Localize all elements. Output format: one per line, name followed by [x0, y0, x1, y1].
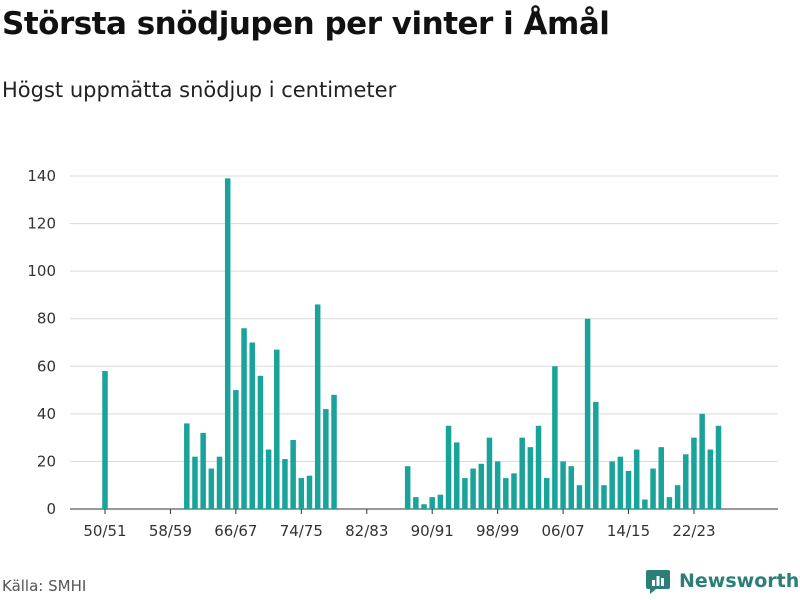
x-tick-label: 22/23	[672, 522, 715, 540]
bar	[601, 485, 607, 509]
bar	[290, 440, 296, 509]
bar	[429, 497, 435, 509]
bar	[584, 318, 591, 509]
bar	[658, 447, 664, 509]
bar	[519, 437, 525, 509]
y-tick-label: 20	[37, 452, 56, 470]
bar	[625, 470, 632, 509]
bar	[453, 442, 460, 509]
bar	[478, 463, 485, 509]
bar	[650, 468, 656, 509]
bar	[511, 473, 517, 509]
bar	[249, 342, 255, 509]
bar	[192, 456, 198, 509]
bar	[699, 413, 705, 509]
bar	[609, 461, 615, 509]
bar	[715, 425, 722, 509]
bars	[102, 178, 722, 509]
bar	[274, 349, 280, 509]
y-tick-label: 100	[27, 262, 56, 280]
bar	[617, 456, 624, 509]
bar	[593, 401, 599, 509]
bar	[421, 504, 427, 509]
bar	[470, 468, 476, 509]
x-tick-label: 06/07	[541, 522, 584, 540]
bar	[314, 304, 321, 509]
bar	[404, 466, 411, 509]
y-axis-labels: 0 20 40 60 80 100 120 140	[27, 167, 56, 518]
newsworthy-logo[interactable]: Newsworthy	[645, 568, 800, 594]
bar	[257, 375, 264, 509]
bar	[666, 497, 673, 509]
bar	[568, 466, 575, 509]
x-tick-label: 58/59	[149, 522, 192, 540]
y-tick-label: 40	[37, 405, 56, 423]
x-tick-label: 98/99	[476, 522, 519, 540]
bar	[552, 366, 558, 509]
bar	[486, 437, 493, 509]
bar	[445, 425, 452, 509]
bar	[707, 449, 714, 509]
bar	[102, 371, 108, 509]
x-axis-labels: 50/51 58/59 66/67 74/75 82/83 90/91 98/99 06/07…	[83, 509, 716, 540]
bar	[323, 409, 329, 509]
bar	[437, 494, 444, 509]
y-tick-label: 0	[46, 500, 56, 518]
bar	[265, 449, 272, 509]
chart-subtitle: Högst uppmätta snödjup i centimeter	[2, 78, 397, 102]
bar	[306, 475, 313, 509]
bar	[233, 390, 239, 509]
bar	[560, 461, 566, 509]
bar	[184, 423, 190, 509]
x-tick-label: 90/91	[411, 522, 454, 540]
bar	[241, 328, 247, 509]
gridlines	[70, 175, 778, 510]
bar	[224, 178, 231, 509]
bar	[543, 478, 550, 509]
bar	[674, 485, 681, 509]
bar	[494, 461, 501, 509]
newsworthy-icon	[646, 570, 670, 594]
bar	[576, 485, 583, 509]
bar	[503, 478, 509, 509]
bar	[282, 459, 288, 509]
bar	[683, 454, 689, 509]
bar	[216, 456, 223, 509]
x-tick-label: 82/83	[345, 522, 388, 540]
bar	[413, 497, 419, 509]
chart-title: Största snödjupen per vinter i Åmål	[2, 6, 610, 42]
bar	[691, 437, 697, 509]
bar	[535, 425, 542, 509]
x-tick-label: 50/51	[83, 522, 126, 540]
bar	[200, 432, 206, 509]
bar	[331, 394, 337, 509]
y-tick-label: 120	[27, 215, 56, 233]
y-tick-label: 140	[27, 167, 56, 185]
x-tick-label: 14/15	[607, 522, 650, 540]
bar	[208, 468, 215, 509]
x-tick-label: 74/75	[280, 522, 323, 540]
bar	[642, 499, 648, 509]
bar	[527, 447, 534, 509]
source-note: Källa: SMHI	[2, 577, 87, 595]
brand-name: Newsworthy	[679, 570, 800, 592]
bar	[462, 478, 468, 509]
y-tick-label: 60	[37, 357, 56, 375]
bar	[298, 478, 305, 509]
bar	[633, 449, 640, 509]
x-tick-label: 66/67	[214, 522, 257, 540]
y-tick-label: 80	[37, 310, 56, 328]
